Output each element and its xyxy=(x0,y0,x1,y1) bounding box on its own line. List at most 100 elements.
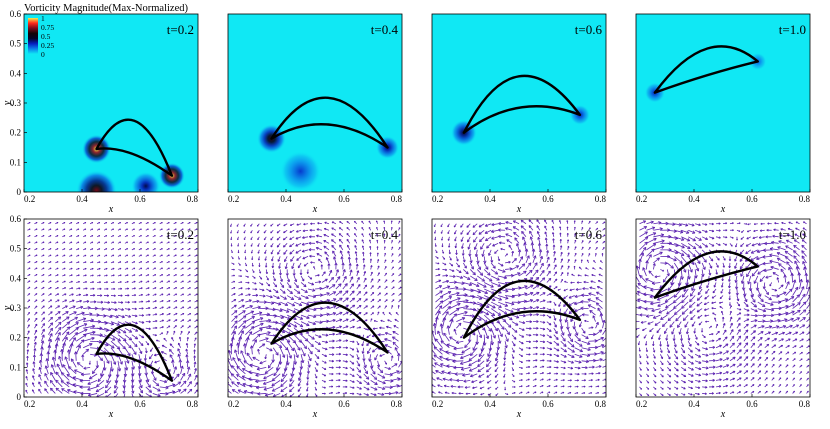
velocity-arrow-head xyxy=(495,376,498,378)
velocity-arrow-head xyxy=(270,348,273,351)
velocity-arrow xyxy=(55,305,60,309)
body-outline xyxy=(270,301,389,354)
velocity-arrow xyxy=(356,263,358,270)
velocity-arrow-head xyxy=(232,336,235,340)
velocity-arrow xyxy=(69,322,79,329)
velocity-arrow-head xyxy=(92,331,96,335)
velocity-arrow xyxy=(456,305,469,309)
velocity-arrow xyxy=(338,239,344,244)
velocity-arrow xyxy=(449,275,456,278)
velocity-arrow xyxy=(456,311,468,316)
velocity-arrow xyxy=(314,360,319,366)
x-tick-label: 0.4 xyxy=(76,399,88,409)
x-tick-label: 0.4 xyxy=(76,194,88,204)
velocity-arrow xyxy=(435,370,443,375)
velocity-arrow-head xyxy=(265,265,268,268)
velocity-arrow xyxy=(38,374,42,381)
velocity-arrow-head xyxy=(331,221,334,224)
velocity-arrow-head xyxy=(157,382,160,386)
velocity-arrow xyxy=(484,229,492,234)
velocity-arrow xyxy=(356,291,361,296)
velocity-arrow xyxy=(293,288,301,294)
velocity-arrow xyxy=(386,326,392,329)
velocity-arrow-head xyxy=(460,355,463,359)
velocity-arrow-head xyxy=(396,370,400,374)
velocity-arrow xyxy=(69,299,75,303)
velocity-arrow-head xyxy=(308,242,312,245)
velocity-arrow-head xyxy=(97,365,100,369)
velocity-arrow xyxy=(342,269,346,277)
velocity-arrow xyxy=(96,327,109,332)
velocity-arrow xyxy=(464,340,471,348)
velocity-arrow-head xyxy=(334,262,337,266)
velocity-arrow-head xyxy=(297,390,301,392)
velocity-arrow-head xyxy=(280,317,284,319)
velocity-arrow-head xyxy=(38,359,41,363)
velocity-arrow-head xyxy=(475,341,478,345)
velocity-arrow-head xyxy=(234,349,238,353)
velocity-arrow-head xyxy=(446,279,449,282)
x-tick-label: 0.2 xyxy=(228,399,239,409)
velocity-arrow-head xyxy=(281,380,285,383)
velocity-arrow-head xyxy=(257,245,260,247)
velocity-arrow-head xyxy=(73,390,77,392)
y-tick-label: 0.6 xyxy=(10,9,22,19)
velocity-arrow-head xyxy=(360,381,362,384)
velocity-arrow-head xyxy=(352,380,355,383)
velocity-arrow-head xyxy=(146,350,148,354)
velocity-arrow-head xyxy=(255,385,259,389)
velocity-arrow-head xyxy=(359,387,362,390)
velocity-arrow xyxy=(490,269,498,275)
velocity-arrow xyxy=(104,301,110,304)
velocity-arrow xyxy=(469,334,471,343)
velocity-arrow-head xyxy=(267,318,272,321)
velocity-arrow-head xyxy=(369,358,372,362)
velocity-arrow-head xyxy=(41,346,44,350)
velocity-arrow xyxy=(356,386,362,390)
velocity-arrow-head xyxy=(363,271,366,273)
velocity-arrow-head xyxy=(447,286,451,289)
velocity-arrow xyxy=(280,301,288,306)
velocity-arrow-head xyxy=(373,320,376,322)
velocity-arrow-head xyxy=(441,232,443,234)
velocity-arrow xyxy=(75,345,81,355)
velocity-arrow-head xyxy=(433,354,436,358)
velocity-arrow-head xyxy=(330,276,334,279)
velocity-arrow-head xyxy=(325,340,328,343)
velocity-arrow xyxy=(154,360,160,364)
velocity-arrow xyxy=(355,251,358,257)
velocity-arrow-head xyxy=(478,298,483,300)
velocity-arrow xyxy=(277,256,281,262)
velocity-arrow xyxy=(241,375,253,381)
velocity-arrow xyxy=(456,275,463,279)
velocity-arrow xyxy=(110,360,113,372)
velocity-arrow xyxy=(318,258,323,264)
velocity-arrow-head xyxy=(386,326,389,329)
velocity-arrow-head xyxy=(302,230,306,233)
velocity-arrow-head xyxy=(375,376,378,380)
time-label: t=1.0 xyxy=(779,22,806,37)
velocity-arrow xyxy=(47,345,51,355)
velocity-arrow-head xyxy=(258,311,263,313)
velocity-arrow xyxy=(491,282,501,287)
velocity-arrow-head xyxy=(391,259,394,262)
velocity-arrow-head xyxy=(172,359,175,363)
velocity-arrow-head xyxy=(144,358,147,361)
velocity-arrow xyxy=(289,249,295,255)
velocity-arrow xyxy=(245,305,253,309)
velocity-arrow xyxy=(490,308,502,316)
velocity-arrow-head xyxy=(25,369,28,372)
velocity-arrow-head xyxy=(477,267,481,270)
velocity-arrow-head xyxy=(67,389,70,393)
velocity-arrow-head xyxy=(395,347,398,350)
velocity-arrow xyxy=(297,380,302,387)
velocity-arrow-head xyxy=(178,389,182,393)
velocity-arrow-head xyxy=(250,392,254,395)
velocity-arrow-head xyxy=(32,368,34,371)
velocity-arrow-head xyxy=(365,377,369,380)
velocity-arrow xyxy=(461,347,471,354)
velocity-arrow xyxy=(50,372,56,381)
velocity-arrow xyxy=(48,316,53,322)
velocity-arrow-head xyxy=(97,380,101,383)
velocity-arrow xyxy=(384,373,393,376)
